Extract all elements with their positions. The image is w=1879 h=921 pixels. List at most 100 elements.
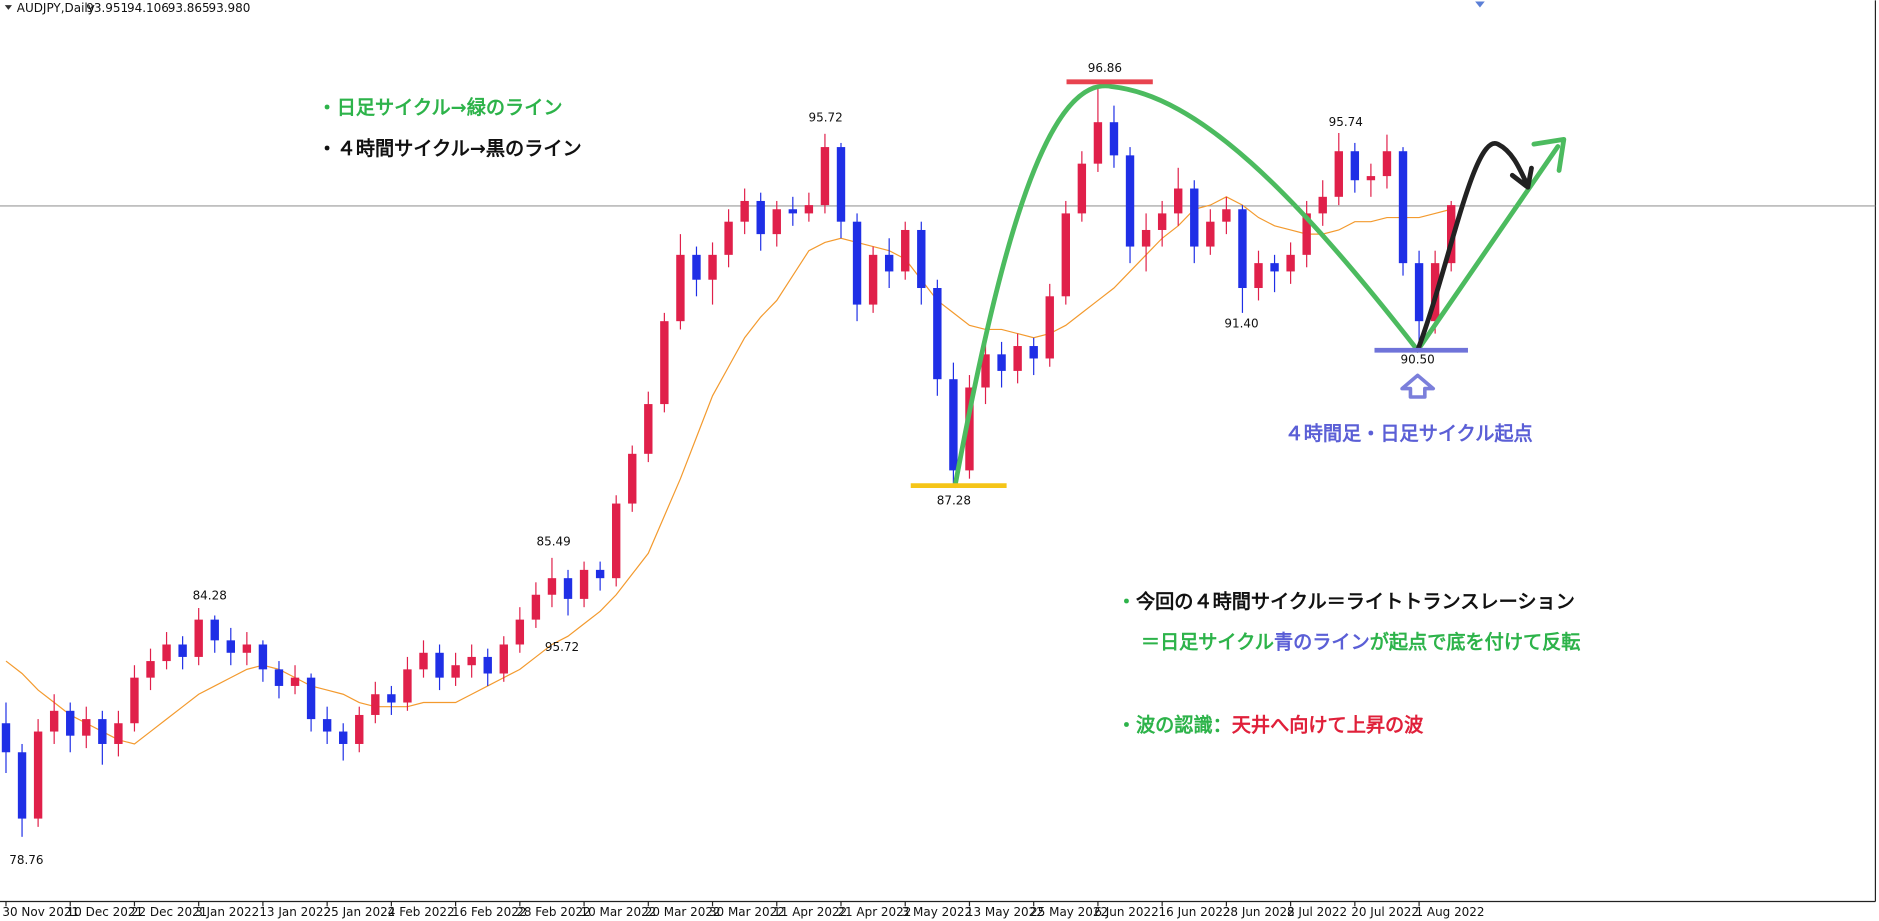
x-tick-label: 16 Jun 2022 <box>1159 905 1231 919</box>
candle-body <box>194 619 203 657</box>
candle-body <box>1061 213 1070 297</box>
black-arrowhead <box>1509 165 1534 190</box>
price-label: 84.28 <box>193 588 227 602</box>
header-value: 93.951 <box>86 1 128 15</box>
candle-body <box>1238 209 1247 289</box>
candle-body <box>772 209 781 235</box>
green-arrowhead <box>1531 136 1567 173</box>
candle-body <box>1446 205 1456 264</box>
annotations: ・日足サイクル→緑のライン・４時間サイクル→黒のライン ４時間足・日足サイクル起点… <box>318 96 1581 736</box>
annotation: ＝日足サイクル青のラインが起点で底を付けて反転 <box>1141 630 1581 653</box>
candle-body <box>852 221 862 305</box>
x-tick-label: 6 Jun 2022 <box>1094 905 1158 919</box>
candle-body <box>1350 151 1360 181</box>
candle-body <box>708 254 717 280</box>
candle-body <box>483 656 492 674</box>
annotation-part: ・ <box>1117 589 1136 612</box>
x-tick-label: 10 Mar 2022 <box>580 905 656 919</box>
candle-body <box>804 205 814 214</box>
x-tick-label: 20 Mar 2022 <box>645 905 721 919</box>
header-value: 93.980 <box>209 1 251 15</box>
candle-body <box>563 578 573 599</box>
candle-body <box>355 714 364 744</box>
candle-body <box>1398 151 1408 264</box>
candle-body <box>210 619 219 641</box>
header-value: 94.106 <box>127 1 169 15</box>
candle-body <box>997 354 1006 371</box>
annotation-part: 日足サイクル <box>1160 630 1274 653</box>
candle-body <box>146 661 155 678</box>
candle-body <box>274 669 284 686</box>
candle-body <box>290 677 300 686</box>
candle-body <box>692 254 701 280</box>
x-tick-label: 21 Apr 2022 <box>837 905 911 919</box>
price-label: 95.72 <box>545 640 579 654</box>
candle-body <box>836 147 846 222</box>
annotation-part: ・日足サイクル→緑のライン <box>318 96 563 119</box>
x-tick-label: 25 Jan 2022 <box>324 905 396 919</box>
shift-marker <box>1475 1 1485 8</box>
candle-body <box>322 719 332 732</box>
candle-body <box>788 209 798 214</box>
candle-body <box>1206 221 1215 247</box>
candle-body <box>1254 263 1263 289</box>
candle-body <box>1222 209 1231 222</box>
candle-body <box>1109 122 1119 156</box>
candle-body <box>1318 196 1327 214</box>
daily-cycle-up-line <box>1415 144 1561 353</box>
candle-body <box>515 619 525 645</box>
x-tick-label: 28 Feb 2022 <box>516 905 591 919</box>
candle-body <box>1045 296 1054 359</box>
ma-layer <box>5 196 1452 745</box>
candle-body <box>1141 229 1151 247</box>
price-label: 95.72 <box>809 110 843 124</box>
candle-body <box>547 578 557 595</box>
x-tick-label: 22 Dec 2021 <box>131 905 207 919</box>
candle-body <box>499 644 508 674</box>
candle-body <box>178 644 187 657</box>
candle-body <box>33 731 43 819</box>
candle-body <box>1093 122 1103 164</box>
candle-body <box>531 594 541 620</box>
x-tick-label: 3 May 2022 <box>902 905 972 919</box>
candle-body <box>371 694 380 715</box>
candle-body <box>820 147 830 206</box>
x-tick-label: 11 Apr 2022 <box>773 905 847 919</box>
candle-body <box>226 640 235 653</box>
candle-body <box>1029 346 1038 359</box>
candle-body <box>339 731 348 744</box>
candle-body <box>949 379 958 471</box>
annotation-part: が起点で底を付けて反転 <box>1370 630 1581 653</box>
candle-body <box>451 665 460 678</box>
price-label: 91.40 <box>1224 316 1258 330</box>
candle-body <box>419 652 428 670</box>
candle-body <box>306 677 316 720</box>
annotation-part: ４時間足・日足サイクル起点 <box>1285 422 1533 445</box>
candle-body <box>403 669 412 703</box>
drawings <box>910 79 1567 489</box>
candle-body <box>242 644 252 653</box>
candle-body <box>917 229 926 289</box>
candle-body <box>114 723 123 744</box>
candle-body <box>467 656 476 666</box>
annotation: ・波の認識：天井へ向けて上昇の波 <box>1117 713 1424 736</box>
annotation-part: 今回の４時間サイクル＝ライトトランスレーション <box>1135 589 1575 612</box>
candle-body <box>868 254 878 305</box>
candle-body <box>1 723 11 753</box>
x-tick-label: 3 Jan 2022 <box>195 905 259 919</box>
annotation-part: ・波の認識： <box>1117 713 1232 736</box>
candle-body <box>82 719 91 736</box>
candle-body <box>1125 155 1135 247</box>
annotation-part: 青のライン <box>1274 630 1370 653</box>
start-arrow <box>1400 373 1436 399</box>
candle-body <box>579 569 589 599</box>
x-tick-label: 28 Jun 2022 <box>1223 905 1295 919</box>
x-tick-label: 13 May 2022 <box>966 905 1044 919</box>
candle-body <box>1190 188 1199 247</box>
price-label: 87.28 <box>937 494 971 508</box>
candle-body <box>258 644 268 670</box>
candle-body <box>756 200 765 235</box>
